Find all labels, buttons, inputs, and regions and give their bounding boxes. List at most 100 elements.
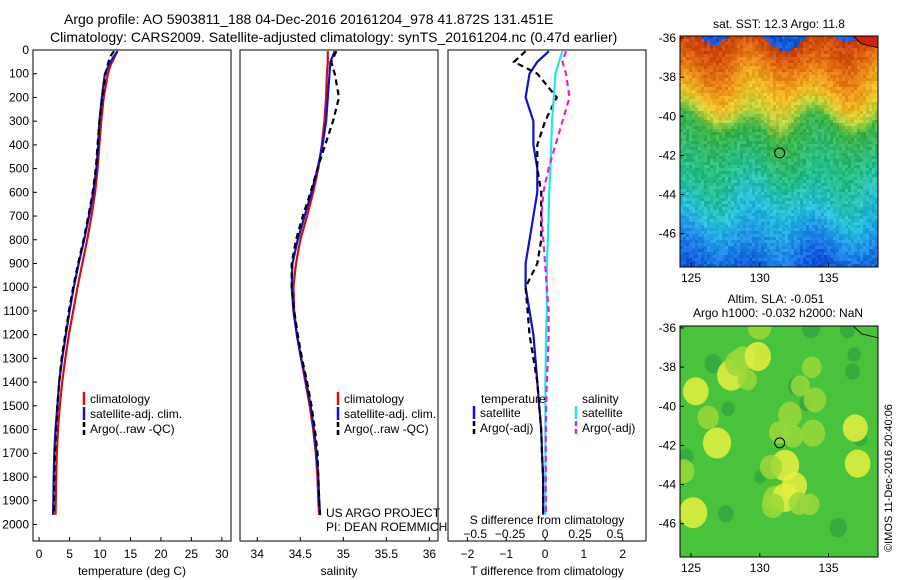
sst-cell — [866, 186, 870, 190]
sst-cell — [743, 129, 747, 133]
sst-cell — [830, 219, 834, 223]
sst-cell — [854, 204, 858, 208]
sst-cell — [842, 69, 846, 73]
sst-cell — [776, 183, 780, 187]
sst-cell — [824, 132, 828, 136]
sst-cell — [791, 165, 795, 169]
sst-cell — [827, 54, 831, 58]
sst-cell — [857, 120, 861, 124]
salinity-legend: climatology satellite-adj. clim. Argo(..… — [336, 392, 436, 436]
sst-cell — [740, 117, 744, 121]
sst-cell — [854, 219, 858, 223]
sst-cell — [824, 90, 828, 94]
sst-cell — [725, 240, 729, 244]
sst-cell — [755, 102, 759, 106]
sst-cell — [758, 60, 762, 64]
sst-cell — [761, 246, 765, 250]
sst-cell — [848, 99, 852, 103]
sst-cell — [833, 156, 837, 160]
sst-cell — [791, 168, 795, 172]
sst-cell — [821, 132, 825, 136]
sst-cell — [788, 180, 792, 184]
sst-cell — [782, 48, 786, 52]
sst-cell — [779, 195, 783, 199]
sst-cell — [839, 246, 843, 250]
sst-cell — [851, 186, 855, 190]
sst-cell — [824, 48, 828, 52]
sst-cell — [686, 228, 690, 232]
sst-cell — [803, 156, 807, 160]
sst-cell — [791, 123, 795, 127]
sst-cell — [779, 153, 783, 157]
sst-cell — [839, 138, 843, 142]
sst-cell — [821, 186, 825, 190]
sst-cell — [869, 102, 873, 106]
sst-cell — [731, 81, 735, 85]
sst-cell — [806, 117, 810, 121]
sst-cell — [818, 147, 822, 151]
sst-cell — [707, 99, 711, 103]
sst-cell — [833, 51, 837, 55]
sst-cell — [845, 105, 849, 109]
sst-cell — [755, 129, 759, 133]
sst-cell — [761, 48, 765, 52]
sst-cell — [857, 153, 861, 157]
sst-cell — [749, 234, 753, 238]
sst-cell — [803, 159, 807, 163]
sst-cell — [830, 45, 834, 49]
sst-cell — [767, 183, 771, 187]
sst-cell — [770, 219, 774, 223]
sst-cell — [737, 36, 741, 40]
sst-cell — [794, 249, 798, 253]
sst-cell — [779, 42, 783, 46]
sst-cell — [752, 198, 756, 202]
sst-cell — [791, 36, 795, 40]
sst-cell — [707, 195, 711, 199]
sst-cell — [854, 246, 858, 250]
sst-cell — [821, 135, 825, 139]
sst-cell — [872, 120, 876, 124]
sst-cell — [860, 120, 864, 124]
sst-cell — [872, 144, 876, 148]
sst-cell — [728, 54, 732, 58]
sst-cell — [782, 132, 786, 136]
sst-cell — [767, 168, 771, 172]
sst-cell — [794, 96, 798, 100]
sst-cell — [686, 240, 690, 244]
sst-cell — [827, 84, 831, 88]
sst-cell — [854, 234, 858, 238]
sst-cell — [803, 120, 807, 124]
sst-cell — [839, 147, 843, 151]
sst-cell — [857, 60, 861, 64]
sst-cell — [863, 177, 867, 181]
sst-cell — [800, 63, 804, 67]
sst-cell — [725, 45, 729, 49]
sst-cell — [749, 42, 753, 46]
sst-cell — [827, 138, 831, 142]
sst-cell — [836, 120, 840, 124]
sst-cell — [821, 66, 825, 70]
sst-cell — [767, 120, 771, 124]
sst-cell — [716, 63, 720, 67]
sst-cell — [761, 141, 765, 145]
sst-cell — [704, 207, 708, 211]
sst-cell — [701, 252, 705, 256]
sst-cell — [695, 192, 699, 196]
sst-cell — [710, 84, 714, 88]
sst-cell — [824, 192, 828, 196]
sst-cell — [716, 126, 720, 130]
sst-cell — [743, 213, 747, 217]
depth-tick-label: 200 — [9, 90, 29, 104]
sst-cell — [779, 99, 783, 103]
sst-cell — [719, 180, 723, 184]
sst-cell — [737, 138, 741, 142]
sst-cell — [761, 168, 765, 172]
sst-cell — [713, 225, 717, 229]
sst-cell — [719, 66, 723, 70]
sst-cell — [869, 192, 873, 196]
sst-cell — [803, 126, 807, 130]
sst-cell — [731, 123, 735, 127]
sst-cell — [851, 198, 855, 202]
sst-cell — [788, 213, 792, 217]
sst-cell — [797, 183, 801, 187]
